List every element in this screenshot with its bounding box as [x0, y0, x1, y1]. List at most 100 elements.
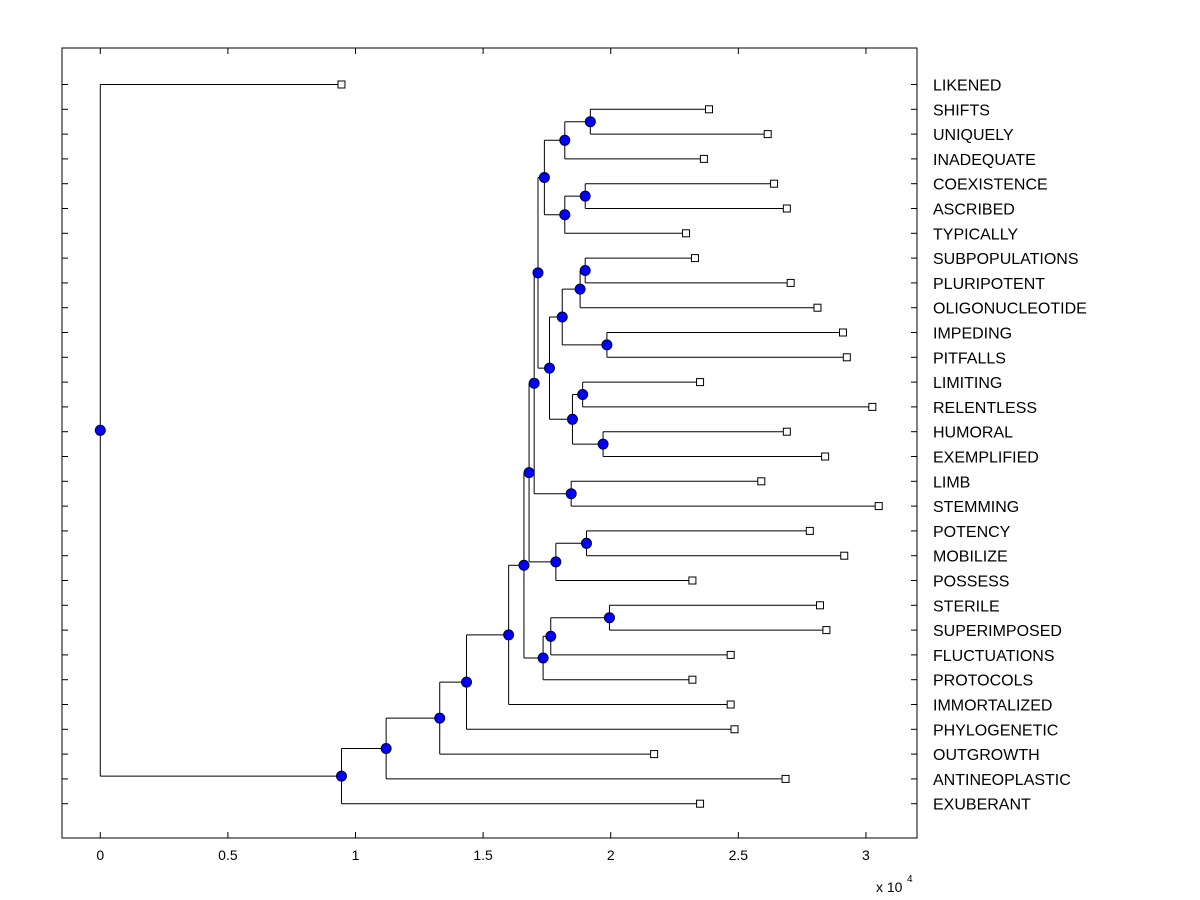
leaf-label: IMMORTALIZED — [933, 698, 1052, 715]
leaf-marker — [868, 402, 877, 411]
internal-node-marker — [574, 283, 586, 295]
leaf-marker — [782, 427, 791, 436]
leaf-marker — [688, 675, 697, 684]
leaf-label: MOBILIZE — [933, 549, 1008, 566]
leaf-marker — [699, 154, 708, 163]
internal-node-marker — [518, 559, 530, 571]
internal-node-marker — [532, 267, 544, 279]
leaf-label: RELENTLESS — [933, 400, 1037, 417]
leaf-marker — [690, 254, 699, 263]
leaf-label: POTENCY — [933, 524, 1011, 541]
leaf-label: LIMITING — [933, 375, 1002, 392]
x-tick-label: 3 — [862, 847, 870, 863]
x-axis-multiplier-label: x 10 — [876, 879, 903, 895]
leaf-marker — [688, 576, 697, 585]
leaf-marker — [838, 328, 847, 337]
leaf-label: OLIGONUCLEOTIDE — [933, 301, 1087, 318]
leaf-label: PLURIPOTENT — [933, 276, 1045, 293]
leaf-labels: LIKENED SHIFTS UNIQUELY INADEQUATE COEXISTEN… — [933, 78, 1087, 814]
leaf-marker — [822, 626, 831, 635]
internal-node-marker — [580, 537, 592, 549]
leaf-marker — [770, 179, 779, 188]
leaf-marker — [782, 204, 791, 213]
leaf-label: EXUBERANT — [933, 797, 1031, 814]
internal-node-marker — [543, 362, 555, 374]
internal-node-marker — [584, 116, 596, 128]
leaf-marker — [730, 725, 739, 734]
leaf-label: OUTGROWTH — [933, 747, 1040, 764]
leaf-label: SUPERIMPOSED — [933, 623, 1062, 640]
leaf-label: HUMORAL — [933, 425, 1013, 442]
plot-frame — [61, 47, 918, 839]
leaf-label: FLUCTUATIONS — [933, 648, 1054, 665]
internal-node-marker — [335, 770, 347, 782]
leaf-label: INADEQUATE — [933, 152, 1036, 169]
internal-node-marker — [528, 377, 540, 389]
leaf-marker — [842, 353, 851, 362]
leaf-label: ASCRIBED — [933, 202, 1015, 219]
leaf-marker — [337, 80, 346, 89]
leaf-label: PITFALLS — [933, 350, 1006, 367]
leaf-label: UNIQUELY — [933, 127, 1014, 144]
leaf-marker — [813, 303, 822, 312]
leaf-label: STERILE — [933, 598, 1000, 615]
internal-node-marker — [538, 172, 550, 183]
leaf-marker — [840, 551, 849, 560]
leaf-label: PHYLOGENETIC — [933, 722, 1058, 739]
x-axis-ticks: 0 0.5 1 1.5 2 2.5 3 — [96, 48, 870, 863]
leaf-marker — [781, 774, 790, 783]
leaf-marker — [805, 526, 814, 535]
internal-node-marker — [556, 311, 568, 323]
leaf-marker — [726, 650, 735, 659]
leaf-label: TYPICALLY — [933, 226, 1018, 243]
internal-node-marker — [523, 467, 535, 479]
leaf-marker — [816, 601, 825, 610]
leaf-label: IMPEDING — [933, 326, 1012, 343]
internal-node-marker — [603, 612, 615, 624]
leaf-marker — [757, 477, 766, 486]
x-tick-label: 1 — [352, 847, 360, 863]
x-tick-label: 0 — [96, 847, 104, 863]
internal-nodes — [94, 116, 615, 782]
internal-node-marker — [597, 438, 609, 450]
leaf-label: LIKENED — [933, 78, 1001, 95]
internal-node-marker — [559, 134, 571, 146]
leaf-markers — [337, 80, 883, 808]
leaf-marker — [821, 452, 830, 461]
x-tick-label: 1.5 — [473, 847, 493, 863]
leaf-marker — [696, 799, 705, 808]
leaf-label: SUBPOPULATIONS — [933, 251, 1079, 268]
internal-node-marker — [579, 265, 591, 276]
leaf-marker — [763, 130, 772, 139]
internal-node-marker — [579, 190, 591, 202]
leaf-label: EXEMPLIFIED — [933, 450, 1039, 467]
x-tick-label: 2 — [607, 847, 615, 863]
leaf-marker — [726, 700, 735, 709]
internal-node-marker — [461, 676, 473, 688]
leaf-marker — [682, 229, 691, 238]
leaf-label: ANTINEOPLASTIC — [933, 772, 1071, 789]
internal-node-marker — [566, 413, 578, 425]
internal-node-marker — [559, 209, 571, 221]
internal-node-marker — [550, 556, 562, 568]
x-axis-multiplier-exponent: 4 — [907, 874, 913, 885]
leaf-label: STEMMING — [933, 499, 1019, 516]
leaf-label: COEXISTENCE — [933, 177, 1048, 194]
internal-node-marker — [434, 712, 446, 724]
leaf-label: SHIFTS — [933, 102, 990, 119]
leaf-label: PROTOCOLS — [933, 673, 1033, 690]
leaf-marker — [696, 378, 705, 387]
internal-node-marker — [380, 742, 392, 754]
internal-node-marker — [565, 488, 577, 500]
internal-node-marker — [545, 630, 557, 642]
internal-node-marker — [503, 629, 515, 641]
x-tick-label: 2.5 — [729, 847, 749, 863]
y-axis-ticks — [62, 84, 917, 805]
x-tick-label: 0.5 — [218, 847, 238, 863]
leaf-marker — [786, 278, 795, 287]
internal-node-marker — [577, 389, 589, 400]
leaf-label: POSSESS — [933, 574, 1009, 591]
internal-node-marker — [94, 424, 106, 436]
leaf-marker — [650, 750, 659, 759]
